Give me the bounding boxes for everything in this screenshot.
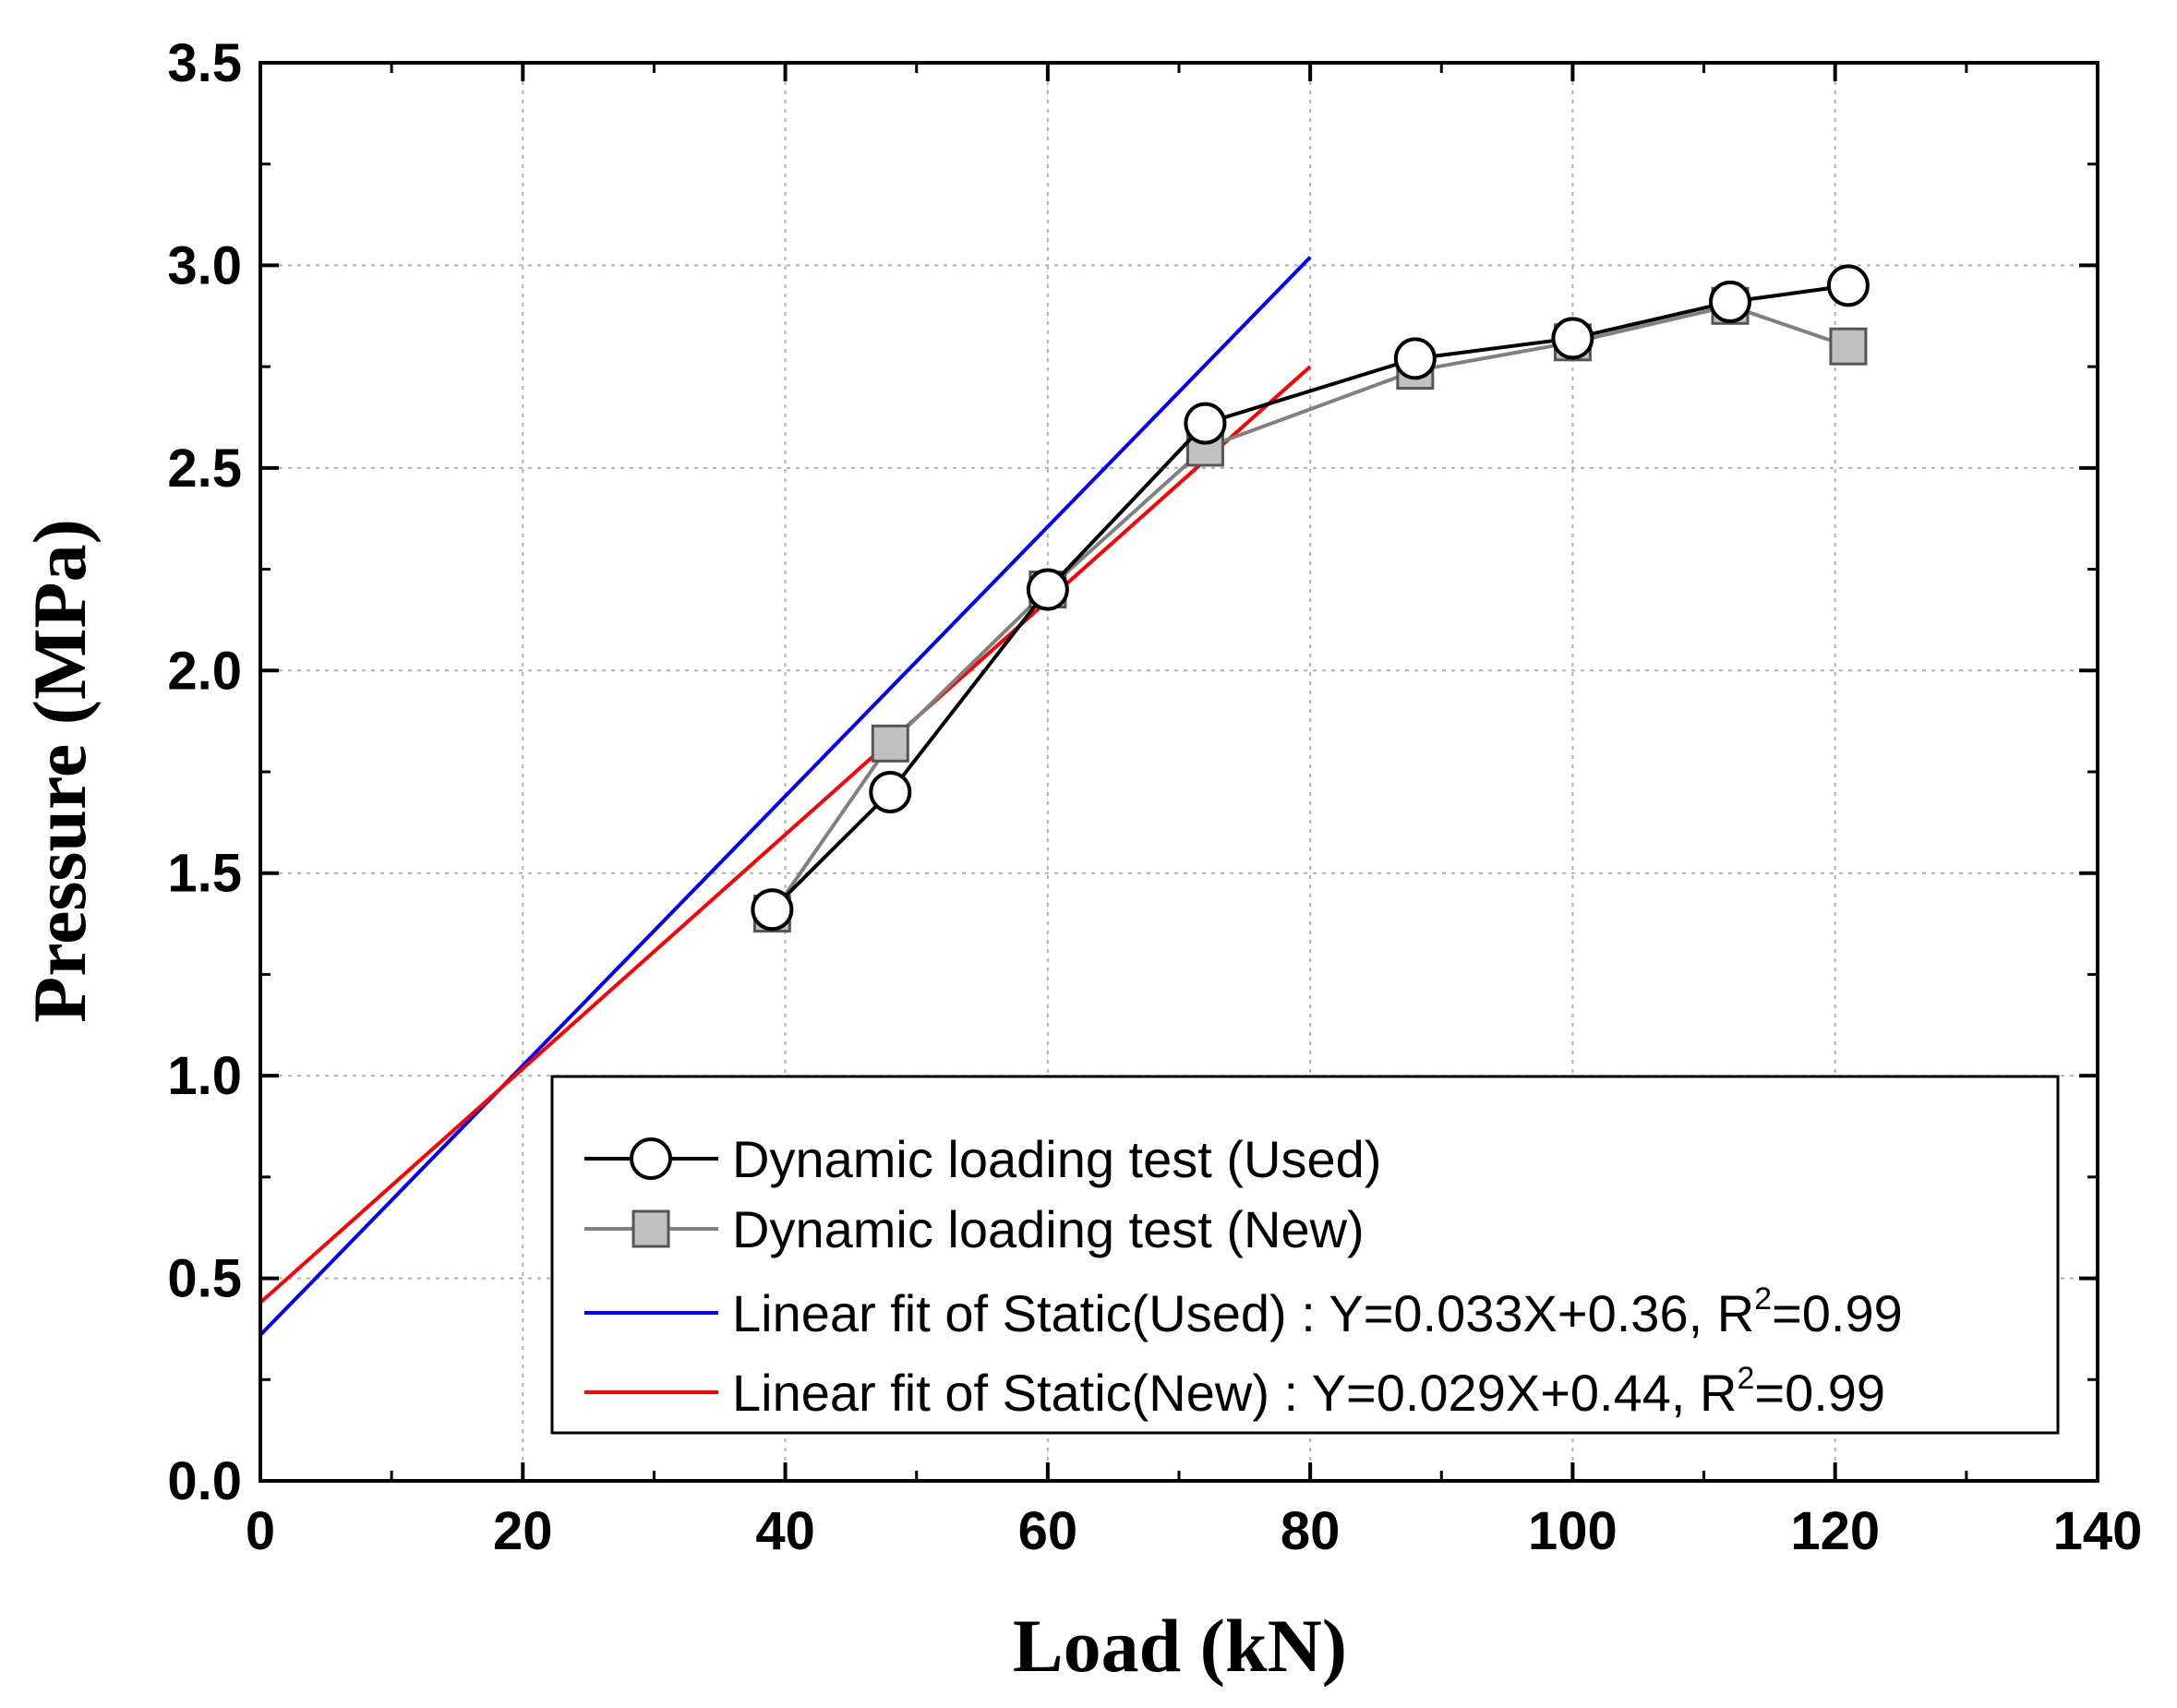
fit-used-r-squared-value: =0.99 (1772, 1284, 1903, 1342)
x-tick-label: 140 (2053, 1501, 2143, 1561)
x-tick-label: 40 (755, 1501, 815, 1561)
legend-marker-used (630, 1137, 672, 1180)
x-tick-label: 0 (246, 1501, 275, 1561)
data-point-used (751, 888, 794, 932)
x-tick-label: 80 (1281, 1501, 1341, 1561)
x-tick-label: 120 (1790, 1501, 1880, 1561)
y-tick-label: 2.0 (167, 641, 242, 701)
data-point-used (1026, 568, 1069, 611)
ticks (259, 61, 2099, 1483)
series-1-line (770, 304, 1849, 915)
legend-label-new: Dynamic loading test (New) (732, 1200, 1365, 1258)
data-point-used (1184, 402, 1227, 445)
legend-entry-new: Dynamic loading test (New) (584, 1200, 1365, 1258)
fit-new-r-squared-value: =0.99 (1754, 1364, 1885, 1422)
series-layer (259, 256, 1870, 1337)
y-tick-label: 0.0 (167, 1451, 242, 1511)
y-tick-label: 1.0 (167, 1046, 242, 1106)
series-2-line (259, 256, 1312, 1337)
data-point-used (869, 770, 912, 813)
legend-entry-fit-new: Linear fit of Static(New) : Y=0.029X+0.4… (584, 1361, 1885, 1422)
series-0-line (770, 283, 1849, 911)
y-tick-label: 0.5 (167, 1249, 242, 1309)
legend: Dynamic loading test (Used) Dynamic load… (550, 1075, 2060, 1435)
x-tick-label: 20 (493, 1501, 553, 1561)
legend-label-used: Dynamic loading test (Used) (732, 1130, 1381, 1188)
y-axis-title: Pressure (MPa) (18, 519, 102, 1023)
legend-marker-new (631, 1209, 670, 1248)
data-point-new (871, 724, 909, 763)
legend-label-fit-used: Linear fit of Static(Used) : Y=0.033X+0.… (732, 1281, 1903, 1342)
x-axis-title: Load (kN) (1013, 1604, 1347, 1688)
data-point-new (1829, 327, 1868, 366)
y-tick-label: 3.5 (167, 33, 242, 93)
y-tick-label: 1.5 (167, 844, 242, 904)
y-tick-label: 3.0 (167, 235, 242, 295)
tick-labels: 0 20 40 60 80 100 120 140 0.0 0.5 1.0 1.5 2.0 2.5 3.0 3… (167, 33, 2142, 1561)
legend-box (550, 1075, 2060, 1435)
data-point-used (1393, 337, 1437, 380)
data-point-used (1709, 280, 1751, 323)
series-3-line (259, 365, 1312, 1305)
fit-used-r-squared-exponent: 2 (1754, 1281, 1772, 1317)
data-point-used (1551, 317, 1594, 360)
legend-entry-fit-used: Linear fit of Static(Used) : Y=0.033X+0.… (584, 1281, 1903, 1342)
data-point-used (1826, 264, 1870, 307)
y-tick-label: 2.5 (167, 439, 242, 499)
legend-entry-used: Dynamic loading test (Used) (584, 1130, 1381, 1188)
fit-new-r-squared-exponent: 2 (1737, 1361, 1754, 1396)
fit-new-equation: Linear fit of Static(New) : Y=0.029X+0.4… (732, 1364, 1737, 1422)
legend-label-fit-new: Linear fit of Static(New) : Y=0.029X+0.4… (732, 1361, 1885, 1422)
fit-used-equation: Linear fit of Static(Used) : Y=0.033X+0.… (732, 1284, 1754, 1342)
x-tick-label: 60 (1018, 1501, 1078, 1561)
x-tick-label: 100 (1528, 1501, 1618, 1561)
